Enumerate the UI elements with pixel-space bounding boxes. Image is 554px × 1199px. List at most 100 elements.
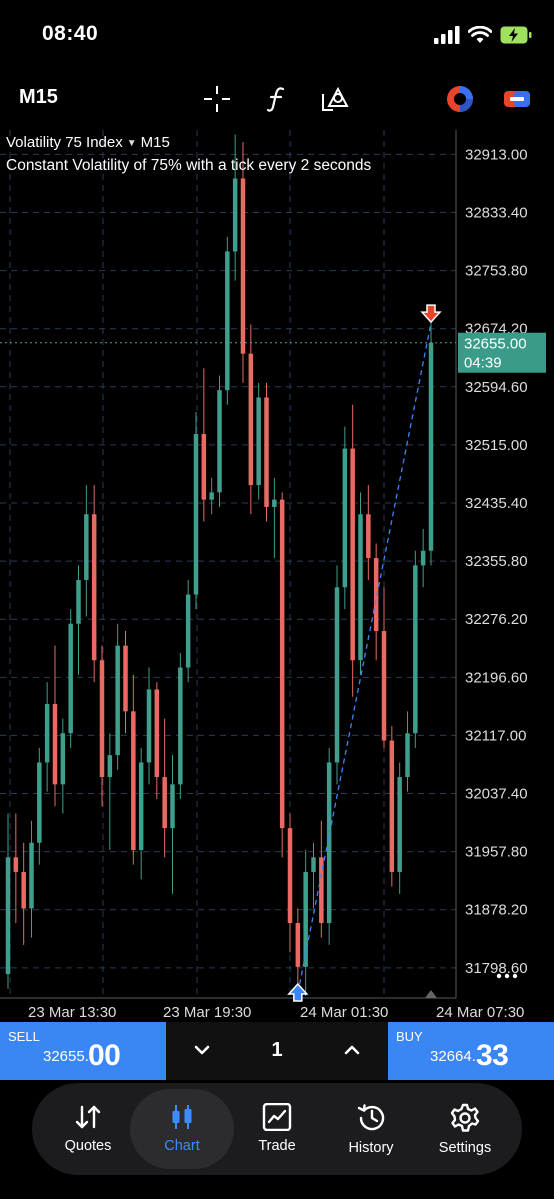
candle-body bbox=[311, 857, 316, 872]
candle-body bbox=[146, 689, 152, 763]
tab-quotes[interactable]: Quotes bbox=[40, 1089, 136, 1169]
y-tick-label: 32753.80 bbox=[465, 263, 528, 280]
candle-body bbox=[84, 514, 89, 580]
sell-button[interactable]: SELL 32655. 00 bbox=[0, 1022, 166, 1080]
y-tick-label: 32196.60 bbox=[465, 669, 528, 686]
candle-body bbox=[201, 433, 207, 500]
chevron-down-icon[interactable] bbox=[188, 1036, 216, 1064]
candle-body bbox=[60, 733, 66, 785]
tab-bar: Quotes Chart Trade History Settings bbox=[32, 1083, 522, 1175]
chart-shift-marker bbox=[425, 990, 437, 998]
timeframe-button[interactable]: M15 bbox=[19, 86, 58, 108]
buy-arrow-icon bbox=[287, 982, 309, 1002]
candle-body bbox=[319, 857, 324, 924]
status-time: 08:40 bbox=[42, 22, 99, 45]
candle-body bbox=[381, 631, 387, 741]
candle-body bbox=[397, 777, 402, 872]
buy-button[interactable]: BUY 32664. 33 bbox=[388, 1022, 554, 1080]
candle-body bbox=[107, 755, 113, 778]
x-tick-label: 23 Mar 13:30 bbox=[28, 1004, 116, 1020]
volume-value[interactable]: 1 bbox=[271, 1039, 283, 1061]
candle-body bbox=[389, 740, 395, 872]
candle-body bbox=[193, 433, 199, 595]
candle-body bbox=[138, 762, 144, 851]
buy-label: BUY bbox=[396, 1029, 423, 1044]
color-wheel-icon[interactable] bbox=[443, 82, 477, 116]
volume-control: 1 bbox=[166, 1022, 388, 1080]
candle-body bbox=[264, 397, 269, 507]
trend-chart-icon bbox=[262, 1103, 292, 1131]
one-click-trade-bar: SELL 32655. 00 1 BUY 32664. 33 bbox=[0, 1022, 554, 1080]
buy-price-big: 33 bbox=[476, 1039, 509, 1072]
objects-icon[interactable] bbox=[318, 82, 352, 116]
chevron-up-icon[interactable] bbox=[338, 1036, 366, 1064]
tab-history[interactable]: History bbox=[323, 1089, 419, 1169]
y-tick-label: 32435.40 bbox=[465, 495, 528, 512]
caret-down-icon[interactable]: ▼ bbox=[126, 138, 137, 149]
more-dots-icon[interactable] bbox=[504, 973, 510, 979]
y-tick-label: 31878.20 bbox=[465, 902, 528, 919]
candle-body bbox=[428, 342, 434, 551]
candle-body bbox=[185, 594, 191, 668]
candle-body bbox=[350, 448, 355, 661]
gear-icon bbox=[450, 1103, 480, 1132]
candle-body bbox=[248, 353, 254, 486]
function-icon[interactable] bbox=[260, 82, 294, 116]
y-tick-label: 31957.80 bbox=[465, 844, 528, 861]
current-price-value: 32655.00 bbox=[464, 336, 527, 353]
candle-body bbox=[303, 871, 308, 967]
y-tick-label: 32515.00 bbox=[465, 437, 528, 454]
candle-body bbox=[154, 689, 160, 778]
wifi-icon bbox=[468, 26, 492, 43]
tab-label: History bbox=[348, 1140, 394, 1156]
x-tick-label: 23 Mar 19:30 bbox=[163, 1004, 251, 1020]
symbol-timeframe: M15 bbox=[140, 134, 170, 151]
more-dots-icon[interactable] bbox=[512, 973, 518, 979]
candle-body bbox=[29, 842, 34, 909]
arrows-updown-icon bbox=[75, 1105, 101, 1129]
y-tick-label: 32276.20 bbox=[465, 611, 528, 628]
status-icons bbox=[434, 24, 532, 46]
candle-body bbox=[162, 777, 167, 829]
candle-body bbox=[225, 251, 230, 391]
chart-area[interactable]: 32913.00 32833.40 32753.80 32674.20 32594.60… bbox=[0, 130, 554, 1020]
tab-chart[interactable]: Chart bbox=[130, 1089, 234, 1169]
candle-body bbox=[52, 704, 58, 785]
candle-body bbox=[217, 390, 222, 493]
candle-body bbox=[420, 550, 426, 566]
y-tick-label: 32913.00 bbox=[465, 146, 528, 163]
chart-symbol[interactable]: Volatility 75 Index ▼ M15 bbox=[6, 134, 170, 151]
sell-price-big: 00 bbox=[88, 1039, 121, 1072]
candle-body bbox=[178, 667, 183, 785]
candle-body bbox=[209, 492, 214, 500]
y-tick-label: 32594.60 bbox=[465, 379, 528, 396]
x-tick-label: 24 Mar 01:30 bbox=[300, 1004, 388, 1020]
candle-body bbox=[37, 762, 42, 843]
battery-charging-icon bbox=[500, 26, 532, 44]
candlestick-chart[interactable]: 32913.0032833.4032753.8032674.2032594.60… bbox=[0, 130, 554, 1020]
symbol-description: Constant Volatility of 75% with a tick e… bbox=[6, 157, 372, 174]
symbol-name[interactable]: Volatility 75 Index bbox=[6, 134, 123, 151]
more-dots-icon[interactable] bbox=[496, 973, 502, 979]
crosshair-icon[interactable] bbox=[200, 82, 234, 116]
countdown-timer: 04:39 bbox=[464, 355, 502, 372]
candle-body bbox=[240, 178, 246, 354]
candle-body bbox=[334, 587, 340, 763]
candle-body bbox=[279, 499, 285, 829]
candle-body bbox=[342, 448, 348, 588]
candle-body bbox=[44, 704, 50, 763]
candle-body bbox=[91, 514, 97, 661]
link-icon[interactable] bbox=[500, 82, 534, 116]
tab-label: Chart bbox=[164, 1138, 200, 1154]
candle-body bbox=[170, 784, 175, 829]
tab-settings[interactable]: Settings bbox=[417, 1089, 513, 1169]
candle-body bbox=[21, 871, 26, 909]
y-tick-label: 32117.00 bbox=[465, 727, 526, 744]
candle-body bbox=[13, 857, 19, 872]
candle-body bbox=[272, 499, 277, 507]
candle-body bbox=[405, 733, 410, 778]
candle-body bbox=[115, 645, 120, 756]
tab-label: Settings bbox=[438, 1140, 492, 1156]
tab-trade[interactable]: Trade bbox=[229, 1089, 325, 1169]
tab-label: Quotes bbox=[64, 1138, 112, 1154]
